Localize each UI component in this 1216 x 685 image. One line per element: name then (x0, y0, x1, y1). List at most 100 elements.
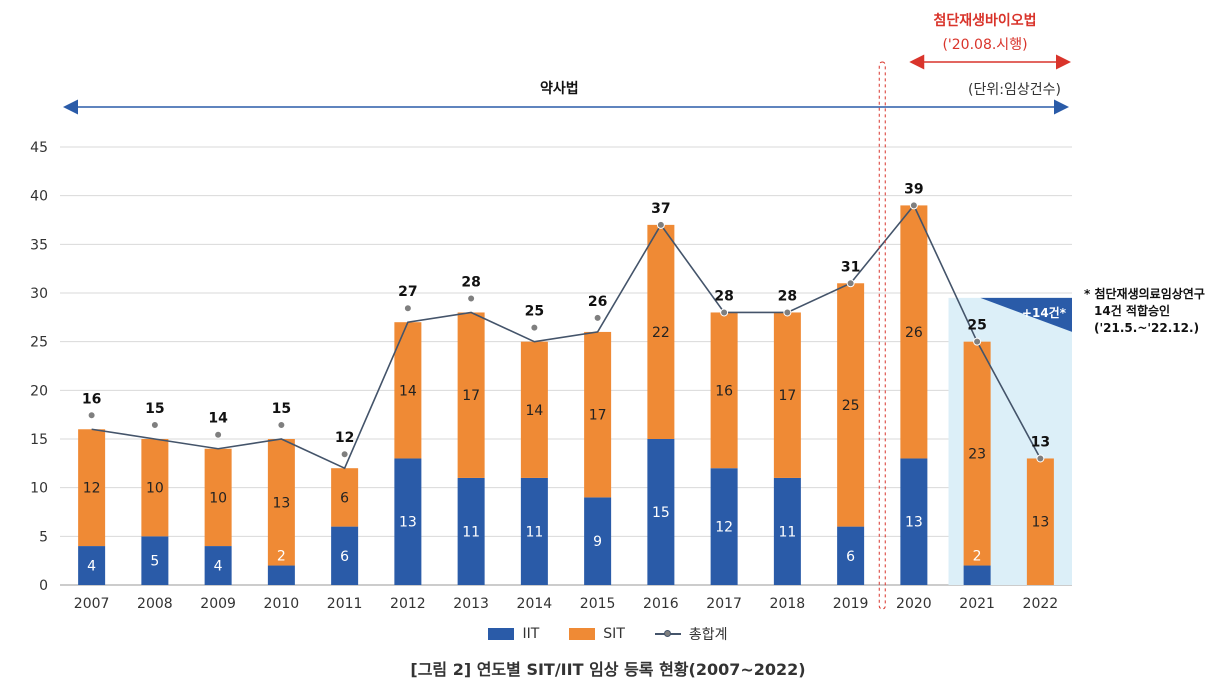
annotations: +14건* (63, 54, 1072, 610)
total-marker (846, 279, 855, 288)
iit-value-label: 2 (277, 549, 286, 565)
total-value-label: 31 (841, 259, 860, 275)
badge-label: +14건* (1022, 305, 1067, 320)
total-value-label: 28 (714, 288, 733, 304)
x-tick-label: 2021 (959, 596, 995, 612)
y-tick-label: 20 (30, 383, 48, 399)
y-tick-label: 35 (30, 237, 48, 253)
x-tick-label: 2013 (453, 596, 489, 612)
note-line-2: 14건 적합승인 (1094, 304, 1171, 318)
bar-sit (204, 448, 232, 547)
iit-value-label: 4 (214, 559, 223, 575)
iit-value-label: 15 (652, 505, 670, 521)
iit-value-label: 11 (525, 524, 543, 540)
total-marker (214, 430, 223, 439)
sit-value-label: 10 (146, 481, 164, 497)
total-value-label: 15 (272, 401, 291, 417)
bar-iit (963, 565, 991, 585)
y-tick-label: 40 (30, 189, 48, 205)
bar-sit (520, 341, 548, 478)
y-tick-label: 25 (30, 335, 48, 351)
iit-value-label: 4 (87, 559, 96, 575)
y-tick-label: 10 (30, 481, 48, 497)
note-line-1: * 첨단재생의료임상연구 (1084, 287, 1205, 301)
iit-value-label: 13 (905, 515, 923, 531)
total-marker (87, 411, 96, 420)
total-value-label: 16 (82, 391, 101, 407)
iit-value-label: 13 (399, 515, 417, 531)
bar-sit (584, 331, 612, 498)
sit-value-label: 6 (340, 490, 349, 506)
era1-label: 약사법 (540, 81, 579, 97)
note-line-3: ('21.5.~'22.12.) (1094, 321, 1200, 335)
total-marker (909, 201, 918, 210)
total-value-label: 12 (335, 430, 354, 446)
total-marker (1036, 454, 1045, 463)
legend-label-iit: IIT (522, 626, 540, 642)
figure-caption: [그림 2] 연도별 SIT/IIT 임상 등록 현황(2007~2022) (410, 660, 806, 679)
total-marker (530, 323, 539, 332)
total-value-label: 15 (145, 401, 164, 417)
y-tick-label: 15 (30, 432, 48, 448)
sit-value-label: 17 (589, 408, 607, 424)
era2-sublabel: ('20.08.시행) (942, 37, 1028, 53)
total-marker (720, 308, 729, 317)
bar-iit (141, 536, 169, 585)
x-tick-label: 2009 (200, 596, 236, 612)
iit-value-label: 11 (462, 524, 480, 540)
y-tick-label: 5 (39, 529, 48, 545)
iit-value-label: 6 (846, 549, 855, 565)
bar-iit (520, 477, 548, 585)
y-tick-label: 45 (30, 140, 48, 156)
legend-label-total: 총합계 (688, 627, 728, 643)
sit-value-label: 13 (272, 495, 290, 511)
bar-sit (900, 205, 928, 459)
iit-value-label: 9 (593, 534, 602, 550)
bar-iit (710, 468, 738, 585)
legend-label-sit: SIT (603, 626, 625, 642)
total-value-label: 28 (461, 274, 480, 290)
sit-value-label: 26 (905, 325, 923, 341)
x-tick-label: 2018 (770, 596, 806, 612)
bar-sit (141, 439, 169, 537)
iit-value-label: 11 (778, 524, 796, 540)
x-tick-label: 2015 (580, 596, 616, 612)
sit-value-label: 17 (462, 388, 480, 404)
iit-value-label: 2 (973, 549, 982, 565)
bar-sit (331, 468, 359, 527)
sit-value-label: 10 (209, 490, 227, 506)
total-value-label: 25 (967, 318, 986, 334)
unit-label: (단위:임상건수) (968, 82, 1061, 98)
x-tick-label: 2016 (643, 596, 679, 612)
x-tick-label: 2008 (137, 596, 173, 612)
total-marker (403, 304, 412, 313)
bar-sit (457, 312, 485, 478)
total-marker (150, 421, 159, 429)
sit-value-label: 17 (778, 388, 796, 404)
x-tick-label: 2019 (833, 596, 869, 612)
total-marker (277, 421, 286, 429)
total-marker (467, 294, 476, 303)
bar-sit (78, 429, 106, 547)
data-labels: 4 12 5 10 4 10 2 13 6 6 13 14 11 17 11 14 9 17 15 22 12 16 11 1… (82, 181, 1050, 574)
sit-value-label: 25 (842, 398, 860, 414)
total-line-path (91, 203, 1042, 470)
total-value-label: 27 (398, 284, 417, 300)
x-tick-label: 2010 (264, 596, 300, 612)
bar-iit (457, 477, 485, 585)
bar-iit (900, 458, 928, 585)
sit-value-label: 12 (83, 481, 101, 497)
bar-sit (647, 224, 675, 439)
bar-iit (267, 565, 295, 585)
y-tick-label: 0 (39, 578, 48, 594)
sit-value-label: 22 (652, 325, 670, 341)
total-marker (340, 450, 349, 459)
bar-iit (773, 477, 801, 585)
total-marker (656, 220, 665, 229)
total-line (87, 201, 1045, 470)
bar-iit (647, 439, 675, 585)
total-value-label: 26 (588, 294, 607, 310)
total-marker (593, 313, 602, 322)
iit-value-label: 6 (340, 549, 349, 565)
